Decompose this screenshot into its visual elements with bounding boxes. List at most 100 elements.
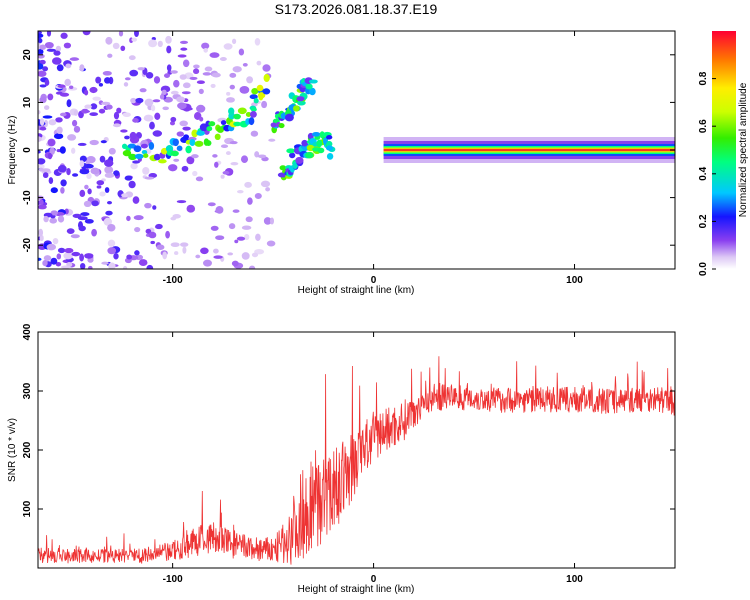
chirp-blob	[249, 111, 257, 118]
noise-speckle	[124, 135, 130, 140]
noise-speckle	[107, 53, 113, 58]
noise-speckle	[49, 217, 58, 224]
snr-y-ticks: 100 200 300 400	[22, 323, 675, 517]
noise-speckle	[182, 59, 190, 68]
noise-speckle	[118, 31, 124, 37]
noise-speckle	[173, 158, 180, 162]
noise-speckle	[46, 31, 52, 37]
noise-speckle	[108, 147, 116, 155]
noise-speckle	[65, 63, 72, 69]
noise-speckle	[210, 225, 219, 231]
noise-speckle	[159, 94, 165, 100]
noise-speckle	[89, 112, 99, 117]
noise-speckle	[182, 126, 191, 131]
noise-speckle	[59, 112, 67, 117]
noise-speckle	[52, 237, 59, 245]
figure-title: S173.2026.081.18.37.E19	[275, 1, 438, 17]
noise-speckle	[63, 252, 73, 260]
noise-speckle	[203, 259, 212, 267]
snr-x-ticks: -100 0 100	[163, 332, 583, 585]
noise-speckle	[95, 76, 102, 84]
noise-speckle	[66, 167, 71, 176]
noise-speckle	[222, 170, 230, 175]
noise-speckle	[72, 173, 79, 177]
noise-speckle	[87, 257, 94, 263]
noise-speckle	[166, 45, 172, 54]
noise-speckle	[215, 235, 225, 241]
noise-speckle	[193, 64, 200, 69]
y-tick-label: 20	[22, 49, 33, 61]
noise-speckle	[60, 187, 65, 194]
noise-speckle	[90, 103, 98, 110]
chirp-blob	[128, 153, 137, 161]
chirp-blob	[133, 145, 142, 153]
noise-speckle	[39, 84, 47, 88]
noise-speckle	[100, 140, 107, 144]
noise-speckle	[165, 230, 171, 239]
chirp-blob	[305, 83, 313, 90]
noise-speckle	[47, 152, 53, 160]
noise-speckle	[57, 215, 65, 223]
noise-speckle	[161, 89, 167, 95]
noise-speckle	[84, 184, 89, 190]
noise-speckle	[234, 239, 239, 244]
noise-speckle	[79, 189, 86, 198]
noise-speckle	[105, 210, 113, 216]
chirp-blob	[317, 147, 325, 154]
noise-speckle	[112, 123, 121, 128]
chirp-blob	[257, 92, 266, 99]
noise-speckle	[60, 179, 67, 187]
noise-speckle	[90, 167, 100, 175]
noise-speckle	[108, 262, 116, 269]
noise-speckle	[134, 227, 141, 233]
colorbar-tick-label: 0.0	[698, 262, 709, 276]
noise-speckle	[38, 150, 41, 154]
noise-speckle	[126, 254, 133, 260]
noise-speckle	[59, 146, 66, 154]
noise-speckle	[134, 31, 139, 38]
chirp-blob	[122, 149, 132, 157]
noise-speckle	[79, 168, 90, 175]
noise-speckle	[42, 115, 53, 119]
noise-speckle	[105, 36, 113, 45]
chirp-blob	[153, 153, 161, 161]
noise-speckle	[132, 196, 140, 204]
chirp-blob	[316, 139, 323, 148]
noise-speckle	[123, 82, 129, 87]
noise-speckle	[156, 244, 165, 250]
noise-speckle	[66, 228, 75, 234]
noise-speckle	[169, 121, 176, 126]
chirp-blob	[206, 126, 213, 132]
noise-speckle	[50, 187, 58, 194]
y-tick-label: 200	[22, 441, 33, 458]
spectrogram-y-ticks: 20 10 0 -10 -20	[22, 49, 675, 252]
colorbar-gradient	[712, 31, 736, 269]
noise-speckle	[77, 142, 87, 146]
noise-speckle	[181, 165, 189, 172]
noise-speckle	[177, 54, 187, 58]
noise-speckle	[170, 116, 177, 123]
noise-speckle	[195, 176, 204, 182]
x-tick-label: 100	[566, 275, 583, 286]
y-tick-label: 300	[22, 382, 33, 399]
chirp-blob	[325, 145, 334, 151]
chirp-blob	[203, 138, 210, 146]
y-tick-label: 10	[22, 96, 33, 108]
noise-speckle	[50, 257, 58, 265]
noise-speckle	[170, 216, 177, 221]
chirp-blob	[263, 74, 270, 82]
noise-speckle	[130, 162, 138, 170]
noise-speckle	[155, 223, 163, 230]
spectrogram-x-label: Height of straight line (km)	[298, 285, 415, 296]
x-tick-label: -100	[163, 275, 183, 286]
noise-speckle	[195, 254, 201, 259]
noise-speckle	[102, 70, 112, 76]
x-tick-label: 0	[371, 574, 377, 585]
noise-speckle	[98, 82, 104, 87]
noise-speckle	[38, 163, 45, 170]
noise-speckle	[87, 188, 92, 195]
chirp-blob	[270, 122, 277, 128]
noise-speckle	[104, 187, 110, 193]
noise-speckle	[239, 86, 250, 94]
